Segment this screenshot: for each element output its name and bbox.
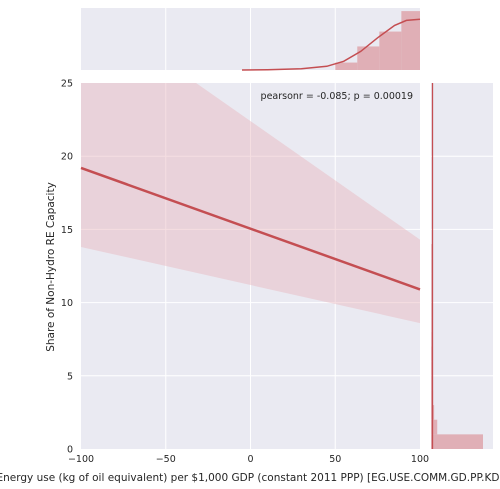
- y-tick-label: 25: [61, 79, 73, 90]
- right-histogram-bar: [431, 375, 433, 391]
- pearsonr-annotation: pearsonr = -0.085; p = 0.00019: [261, 91, 413, 102]
- x-tick-label: 50: [329, 454, 341, 465]
- right-marginal-background: [431, 83, 493, 449]
- right-histogram-bar: [431, 361, 433, 376]
- top-histogram-bar: [357, 46, 380, 70]
- x-tick-label: −50: [156, 454, 176, 465]
- right-histogram-bar: [431, 434, 483, 449]
- right-histogram-bar: [431, 419, 438, 435]
- top-histogram-bar: [401, 11, 420, 71]
- y-tick-label: 20: [61, 152, 73, 163]
- top-marginal-kde-curve: [241, 18, 421, 71]
- y-axis-label: Share of Non-Hydro RE Capacity: [45, 182, 57, 352]
- y-tick-label: 5: [67, 371, 73, 382]
- right-histogram-bar: [431, 331, 432, 347]
- right-marginal-grid: [431, 155, 493, 377]
- x-axis-label: Energy use (kg of oil equivalent) per $1…: [0, 472, 500, 484]
- x-tick-label: 0: [247, 454, 253, 465]
- right-marginal-panel: [431, 83, 493, 449]
- top-marginal-histogram: [335, 11, 420, 71]
- top-histogram-bar: [379, 31, 402, 71]
- right-histogram-bar: [431, 287, 432, 303]
- y-axis-ticks: 0 5 10 15 20 25: [61, 79, 73, 456]
- right-histogram-bar: [431, 244, 432, 259]
- main-plot-grid: [81, 83, 420, 449]
- right-histogram-bar: [431, 273, 432, 288]
- main-plot-panel: −100 −50 0 50 100 0 5 10 15 20 25 pearsonr = -0.0…: [61, 79, 429, 466]
- right-histogram-bar: [431, 258, 432, 274]
- y-tick-label: 15: [61, 225, 73, 236]
- y-tick-label: 10: [61, 298, 73, 309]
- top-histogram-bar: [335, 62, 358, 70]
- y-tick-label: 0: [67, 445, 73, 456]
- right-histogram-bar: [431, 302, 432, 318]
- right-histogram-bar: [431, 317, 432, 332]
- x-axis-ticks: −100 −50 0 50 100: [68, 454, 429, 465]
- top-marginal-grid: [165, 8, 336, 70]
- right-marginal-histogram: [431, 244, 483, 449]
- right-histogram-bar: [431, 346, 433, 362]
- x-tick-label: −100: [68, 454, 94, 465]
- x-tick-label: 100: [411, 454, 429, 465]
- confidence-interval-band: [81, 83, 420, 324]
- top-marginal-panel: [81, 8, 421, 71]
- regression-line: [80, 166, 421, 291]
